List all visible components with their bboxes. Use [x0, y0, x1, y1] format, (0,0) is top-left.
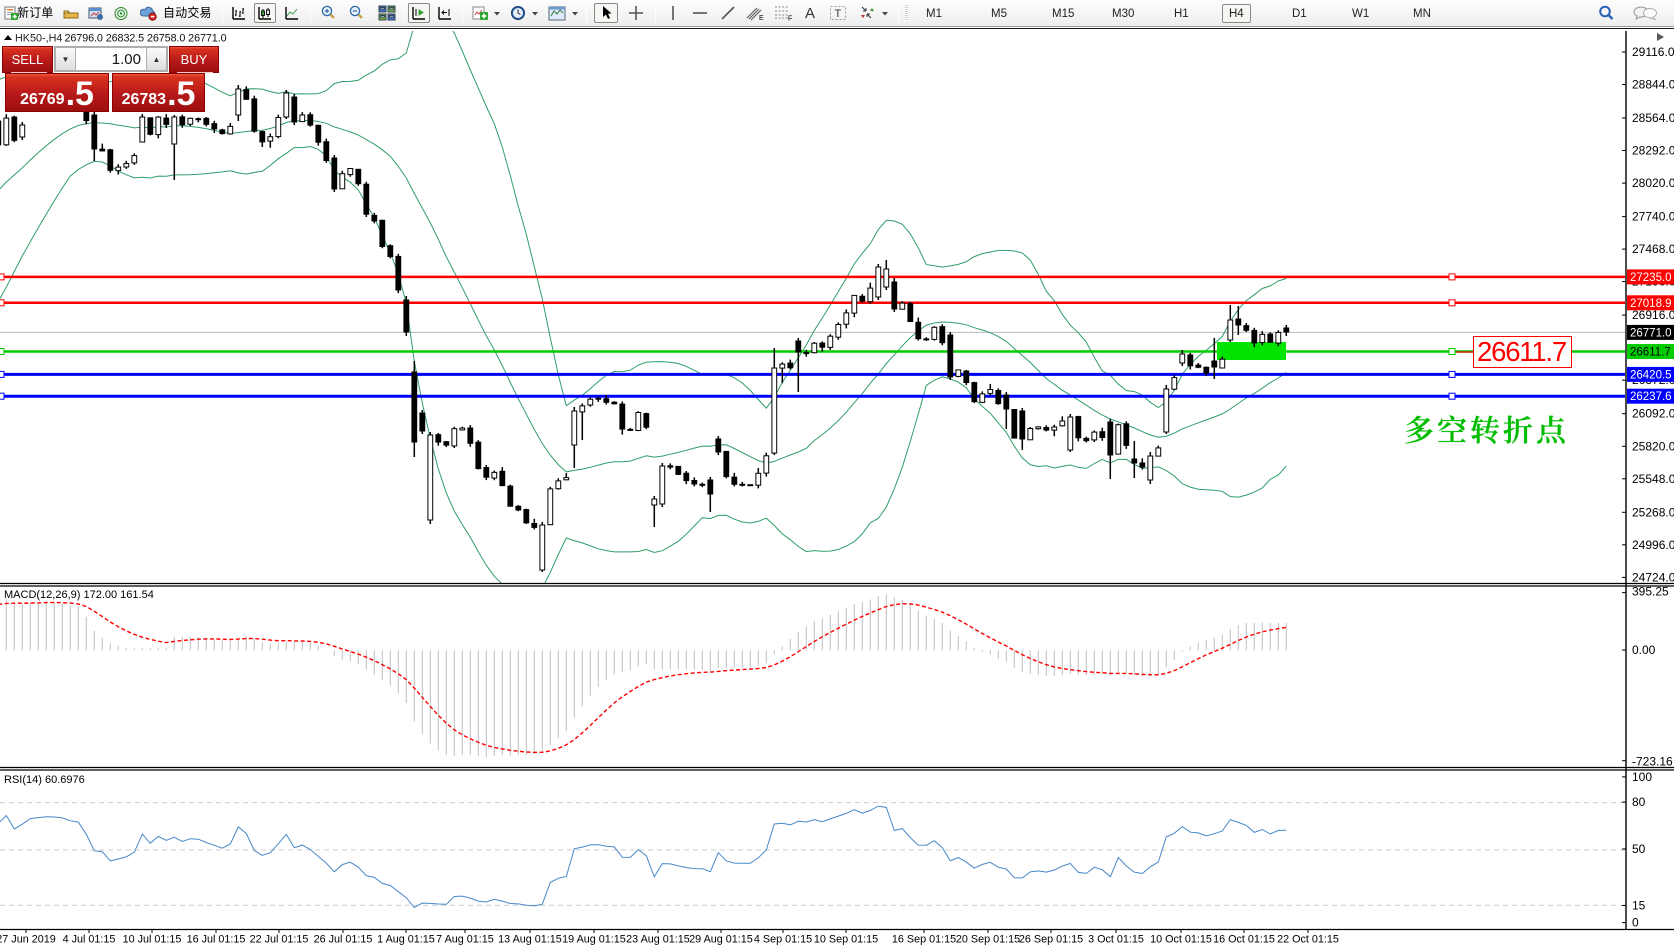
svg-text:26611.7: 26611.7: [1477, 336, 1566, 367]
svg-text:F: F: [788, 16, 792, 22]
svg-text:E: E: [759, 15, 764, 21]
svg-text:24996.0: 24996.0: [1632, 538, 1674, 552]
svg-text:4 Jul 01:15: 4 Jul 01:15: [63, 934, 116, 946]
svg-text:395.25: 395.25: [1632, 585, 1669, 599]
svg-text:10 Jul 01:15: 10 Jul 01:15: [123, 934, 182, 946]
svg-text:25548.0: 25548.0: [1632, 472, 1674, 486]
svg-text:MACD(12,26,9) 172.00 161.54: MACD(12,26,9) 172.00 161.54: [4, 589, 154, 601]
svg-text:7 Aug 01:15: 7 Aug 01:15: [436, 934, 494, 946]
svg-text:3 Oct 01:15: 3 Oct 01:15: [1088, 934, 1144, 946]
svg-text:29 Aug 01:15: 29 Aug 01:15: [689, 934, 753, 946]
svg-text:0.00: 0.00: [1632, 643, 1656, 657]
svg-text:27740.0: 27740.0: [1632, 210, 1674, 224]
svg-text:29116.0: 29116.0: [1632, 45, 1674, 59]
svg-text:16 Sep 01:15: 16 Sep 01:15: [892, 934, 956, 946]
svg-text:24724.0: 24724.0: [1632, 570, 1674, 584]
svg-text:15: 15: [1632, 899, 1646, 913]
svg-text:10 Oct 01:15: 10 Oct 01:15: [1150, 934, 1212, 946]
svg-text:26771.0: 26771.0: [1630, 327, 1672, 339]
svg-text:22 Jul 01:15: 22 Jul 01:15: [250, 934, 309, 946]
svg-text:27018.9: 27018.9: [1630, 298, 1672, 310]
svg-text:-723.16: -723.16: [1632, 755, 1673, 769]
svg-text:26 Sep 01:15: 26 Sep 01:15: [1019, 934, 1083, 946]
svg-text:22 Oct 01:15: 22 Oct 01:15: [1277, 934, 1339, 946]
svg-text:26916.0: 26916.0: [1632, 308, 1674, 322]
svg-text:26237.6: 26237.6: [1630, 391, 1672, 403]
svg-text:10 Sep 01:15: 10 Sep 01:15: [814, 934, 878, 946]
svg-text:4 Sep 01:15: 4 Sep 01:15: [754, 934, 812, 946]
svg-text:26420.5: 26420.5: [1630, 369, 1672, 381]
svg-text:28844.0: 28844.0: [1632, 78, 1674, 92]
svg-text:27468.0: 27468.0: [1632, 242, 1674, 256]
svg-text:28564.0: 28564.0: [1632, 111, 1674, 125]
svg-text:26796.0 26832.5 26758.0 26771.: 26796.0 26832.5 26758.0 26771.0: [65, 33, 227, 45]
svg-text:T: T: [835, 8, 842, 20]
svg-text:25820.0: 25820.0: [1632, 439, 1674, 453]
svg-text:RSI(14) 60.6976: RSI(14) 60.6976: [4, 774, 85, 786]
svg-text:27235.0: 27235.0: [1630, 272, 1672, 284]
svg-text:28020.0: 28020.0: [1632, 176, 1674, 190]
svg-text:20 Sep 01:15: 20 Sep 01:15: [956, 934, 1020, 946]
svg-text:26092.0: 26092.0: [1632, 407, 1674, 421]
svg-text:28292.0: 28292.0: [1632, 144, 1674, 158]
svg-text:HK50-,H4: HK50-,H4: [15, 33, 62, 45]
svg-text:26611.7: 26611.7: [1630, 347, 1671, 359]
svg-text:80: 80: [1632, 795, 1646, 809]
svg-text:50: 50: [1632, 842, 1646, 856]
svg-text:1 Aug 01:15: 1 Aug 01:15: [377, 934, 435, 946]
svg-text:0: 0: [1632, 916, 1639, 930]
svg-text:19 Aug 01:15: 19 Aug 01:15: [562, 934, 626, 946]
svg-text:25268.0: 25268.0: [1632, 505, 1674, 519]
svg-text:16 Oct 01:15: 16 Oct 01:15: [1213, 934, 1275, 946]
svg-text:27 Jun 2019: 27 Jun 2019: [0, 934, 56, 946]
svg-text:13 Aug 01:15: 13 Aug 01:15: [498, 934, 562, 946]
svg-text:26 Jul 01:15: 26 Jul 01:15: [314, 934, 373, 946]
svg-text:16 Jul 01:15: 16 Jul 01:15: [187, 934, 246, 946]
svg-text:100: 100: [1632, 770, 1652, 784]
svg-text:23 Aug 01:15: 23 Aug 01:15: [626, 934, 690, 946]
